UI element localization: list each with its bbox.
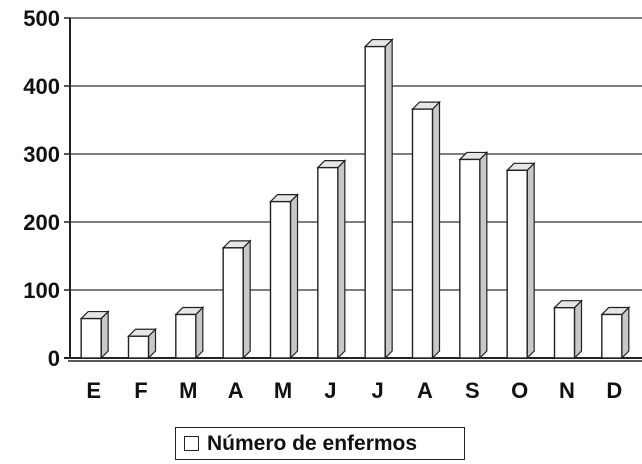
bar-side — [431, 100, 441, 360]
x-tick-label: F — [134, 378, 147, 403]
bar-side — [621, 306, 630, 360]
legend: Número de enfermos — [175, 427, 465, 460]
bar-front — [127, 335, 150, 359]
bar-side — [479, 150, 488, 360]
bar-front — [411, 108, 434, 359]
bar-front — [175, 313, 197, 359]
x-tick-label: O — [511, 378, 528, 403]
x-tick-label: M — [274, 378, 292, 403]
y-tick-label: 100 — [23, 278, 60, 303]
bar-side — [573, 299, 583, 360]
bar-front — [601, 313, 623, 359]
bar — [269, 193, 299, 360]
bar — [363, 38, 394, 360]
y-tick-labels: 0 100 200 300 400 500 — [23, 6, 60, 371]
bar — [553, 299, 583, 360]
bar-front — [506, 169, 528, 359]
bar — [127, 327, 157, 360]
bar-side — [526, 161, 535, 360]
y-tick-label: 300 — [23, 142, 60, 167]
bar — [411, 100, 441, 360]
bars — [79, 38, 631, 360]
y-tick-label: 500 — [23, 6, 60, 31]
bar — [600, 306, 631, 360]
x-tick-label: M — [179, 378, 197, 403]
bar-front — [553, 306, 576, 359]
x-tick-label: D — [606, 378, 622, 403]
bar — [174, 306, 205, 360]
axes — [64, 17, 642, 362]
x-tick-label: S — [465, 378, 480, 403]
bar-side — [242, 239, 251, 360]
y-tick-label: 200 — [23, 210, 60, 235]
bar-side — [100, 310, 109, 360]
bar — [79, 310, 110, 360]
x-tick-label: J — [372, 378, 384, 403]
bar-front — [364, 45, 386, 359]
bar — [458, 150, 489, 360]
bar-side — [384, 38, 393, 360]
bar-front — [459, 158, 481, 359]
legend-label: Número de enfermos — [207, 431, 418, 455]
bar-side — [337, 159, 346, 360]
x-tick-label: J — [324, 378, 336, 403]
bar-side — [289, 193, 299, 360]
x-tick-label: N — [559, 378, 575, 403]
bar-side — [195, 306, 204, 360]
bar — [221, 239, 252, 360]
bar — [505, 161, 536, 360]
bar-front — [222, 247, 244, 359]
gridlines — [70, 17, 642, 291]
legend-swatch — [184, 436, 199, 451]
x-tick-label: A — [228, 378, 244, 403]
x-tick-label: A — [417, 378, 433, 403]
y-tick-label: 400 — [23, 74, 60, 99]
bar — [316, 159, 347, 360]
bar-front — [80, 317, 102, 359]
bar-front — [317, 166, 339, 359]
bar-chart: 0 100 200 300 400 500 E F M A M J J A S O N D — [23, 6, 642, 403]
x-tick-label: E — [86, 378, 101, 403]
bar-front — [269, 200, 292, 359]
y-tick-label: 0 — [48, 346, 60, 371]
